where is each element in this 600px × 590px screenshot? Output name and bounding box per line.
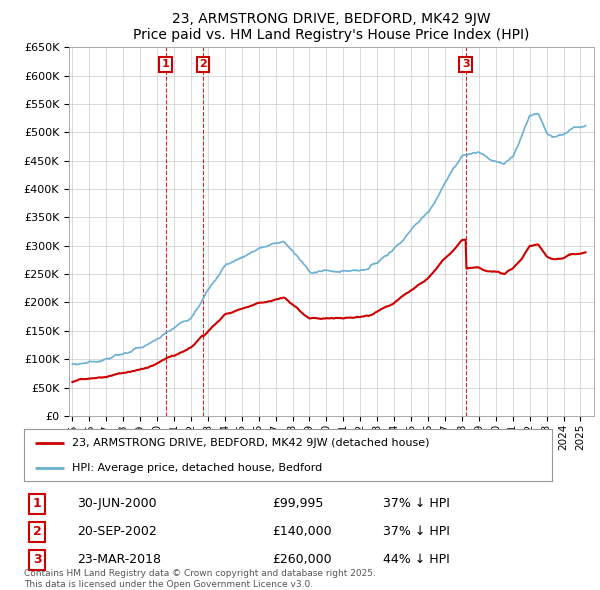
Text: HPI: Average price, detached house, Bedford: HPI: Average price, detached house, Bedf… <box>71 463 322 473</box>
Text: 1: 1 <box>33 497 41 510</box>
Text: 23, ARMSTRONG DRIVE, BEDFORD, MK42 9JW (detached house): 23, ARMSTRONG DRIVE, BEDFORD, MK42 9JW (… <box>71 438 429 448</box>
Text: 3: 3 <box>33 553 41 566</box>
Text: 2: 2 <box>33 525 41 538</box>
Text: 37% ↓ HPI: 37% ↓ HPI <box>383 525 450 538</box>
Text: Contains HM Land Registry data © Crown copyright and database right 2025.
This d: Contains HM Land Registry data © Crown c… <box>24 569 376 589</box>
Title: 23, ARMSTRONG DRIVE, BEDFORD, MK42 9JW
Price paid vs. HM Land Registry's House P: 23, ARMSTRONG DRIVE, BEDFORD, MK42 9JW P… <box>133 12 530 42</box>
Text: 23-MAR-2018: 23-MAR-2018 <box>77 553 161 566</box>
Text: £99,995: £99,995 <box>272 497 323 510</box>
Text: £140,000: £140,000 <box>272 525 332 538</box>
Text: 37% ↓ HPI: 37% ↓ HPI <box>383 497 450 510</box>
Text: 44% ↓ HPI: 44% ↓ HPI <box>383 553 450 566</box>
Text: 1: 1 <box>161 59 169 69</box>
Text: 3: 3 <box>462 59 469 69</box>
Text: £260,000: £260,000 <box>272 553 332 566</box>
Text: 2: 2 <box>199 59 207 69</box>
Text: 30-JUN-2000: 30-JUN-2000 <box>77 497 157 510</box>
Text: 20-SEP-2002: 20-SEP-2002 <box>77 525 157 538</box>
